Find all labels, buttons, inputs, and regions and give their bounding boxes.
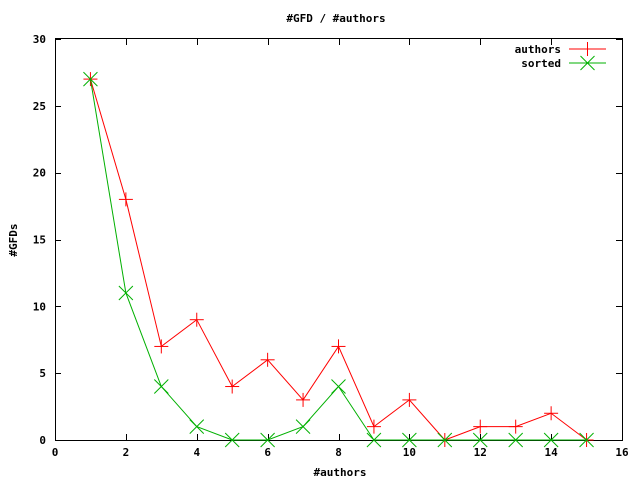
data-point bbox=[260, 352, 275, 367]
data-point bbox=[579, 432, 594, 448]
legend-label: sorted bbox=[521, 57, 561, 70]
data-point bbox=[189, 312, 204, 327]
data-point bbox=[543, 432, 559, 448]
data-point bbox=[189, 419, 205, 434]
data-point bbox=[224, 432, 240, 448]
x-tick-label: 12 bbox=[474, 446, 487, 459]
data-point bbox=[472, 432, 488, 448]
x-tick-label: 16 bbox=[615, 446, 629, 459]
x-tick-label: 6 bbox=[264, 446, 271, 459]
data-point bbox=[295, 419, 311, 434]
series-sorted bbox=[83, 71, 594, 448]
data-point bbox=[331, 339, 346, 354]
data-point bbox=[473, 419, 488, 434]
x-tick-label: 2 bbox=[123, 446, 130, 459]
data-point bbox=[366, 432, 382, 448]
data-point bbox=[437, 432, 453, 448]
y-tick-label: 15 bbox=[33, 234, 46, 247]
data-point bbox=[118, 192, 133, 207]
data-point bbox=[260, 432, 275, 448]
series-authors bbox=[83, 72, 594, 447]
data-point bbox=[296, 392, 311, 407]
x-tick-label: 8 bbox=[335, 446, 342, 459]
data-point bbox=[153, 379, 169, 394]
data-point bbox=[544, 406, 559, 421]
data-point bbox=[402, 432, 417, 448]
data-point bbox=[83, 71, 98, 87]
series-layer bbox=[83, 71, 594, 448]
y-tick-label: 20 bbox=[33, 167, 46, 180]
y-tick-label: 10 bbox=[33, 300, 46, 313]
data-point bbox=[331, 379, 346, 394]
legend-label: authors bbox=[515, 43, 561, 56]
x-tick-label: 0 bbox=[52, 446, 59, 459]
x-axis-label: #authors bbox=[314, 466, 367, 479]
y-tick-label: 25 bbox=[33, 100, 46, 113]
x-tick-label: 10 bbox=[403, 446, 416, 459]
data-point bbox=[118, 285, 134, 301]
legend-marker bbox=[580, 55, 595, 71]
x-tick-label: 14 bbox=[545, 446, 559, 459]
chart-title: #GFD / #authors bbox=[286, 12, 385, 25]
axes: 0 2 4 6 8 10 12 14 16 0 5 10 15 20 25 30 bbox=[33, 33, 629, 459]
data-point bbox=[508, 432, 524, 448]
data-point bbox=[366, 419, 381, 434]
data-point bbox=[508, 419, 523, 434]
plot-frame bbox=[55, 38, 623, 441]
x-tick-label: 4 bbox=[193, 446, 200, 459]
y-axis-label: #GFDs bbox=[7, 223, 20, 256]
legend-marker bbox=[580, 42, 595, 56]
y-tick-label: 5 bbox=[39, 367, 46, 380]
data-point bbox=[154, 339, 169, 354]
y-tick-label: 0 bbox=[39, 434, 46, 447]
data-point bbox=[225, 379, 240, 394]
y-tick-label: 30 bbox=[33, 33, 46, 46]
data-point bbox=[402, 392, 417, 407]
